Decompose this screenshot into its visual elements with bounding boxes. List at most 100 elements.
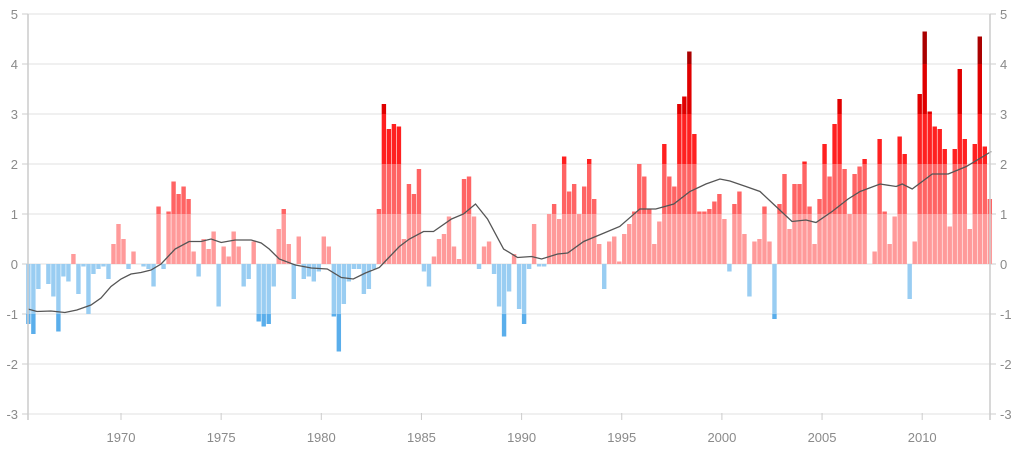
bar-segment: [426, 264, 432, 287]
bar: [91, 264, 96, 274]
bar-segment: [576, 214, 582, 264]
bar: [71, 254, 76, 264]
bar-segment: [962, 164, 967, 214]
bar-segment: [396, 164, 402, 214]
bar-segment: [506, 264, 512, 292]
bar-segment: [932, 214, 937, 264]
bar: [266, 264, 271, 324]
bar: [391, 124, 397, 264]
bar: [747, 264, 752, 297]
bar-segment: [381, 214, 387, 264]
bar: [697, 211, 702, 264]
bar-segment: [431, 256, 437, 264]
bar-segment: [151, 264, 156, 287]
bar-segment: [842, 169, 847, 214]
bar-segment: [116, 224, 121, 264]
y-tick-label: 3: [1000, 107, 1007, 122]
bar-segment: [847, 214, 852, 264]
bar: [521, 264, 527, 324]
bar: [511, 254, 517, 264]
bar-segment: [406, 184, 412, 214]
bar: [597, 244, 602, 264]
bar-segment: [241, 264, 246, 287]
bar-segment: [216, 264, 221, 307]
bar: [236, 246, 241, 264]
bar: [411, 194, 417, 264]
bar: [101, 264, 106, 267]
bar-segment: [927, 164, 932, 214]
bar: [702, 211, 707, 264]
bar: [607, 241, 612, 264]
bar: [396, 126, 402, 264]
bar-segment: [702, 214, 707, 264]
bar-segment: [416, 169, 422, 214]
bar-segment: [937, 214, 942, 264]
bar-segment: [531, 224, 537, 264]
bar-segment: [772, 264, 777, 314]
bar: [857, 166, 862, 264]
bar-segment: [281, 209, 286, 214]
bar: [797, 184, 802, 264]
bar: [982, 146, 987, 264]
bar: [617, 261, 622, 264]
bar: [481, 246, 487, 264]
bar-segment: [546, 214, 552, 264]
y-tick-label: 5: [11, 7, 18, 22]
bar: [211, 231, 216, 264]
bar-segment: [952, 214, 957, 264]
bar-segment: [972, 164, 977, 214]
bar: [622, 234, 627, 264]
bar-segment: [561, 164, 567, 214]
bar: [131, 251, 136, 264]
y-axis-right-ticks: -3 -2 -1 0 1 2 3 4 5: [1000, 7, 1012, 422]
bar: [156, 206, 161, 264]
bar-segment: [301, 264, 306, 279]
bar-segment: [737, 214, 742, 264]
bar-segment: [922, 31, 927, 64]
bar: [311, 264, 316, 282]
bar-segment: [396, 214, 402, 264]
bar-segment: [551, 204, 557, 214]
bar-segment: [592, 214, 597, 264]
bar: [602, 264, 607, 289]
bar: [371, 264, 377, 269]
bar: [962, 139, 967, 264]
bar-segment: [952, 164, 957, 214]
bar: [586, 159, 592, 264]
bar-segment: [907, 264, 912, 299]
bar-segment: [256, 314, 261, 322]
bar-segment: [707, 214, 712, 264]
bar-segment: [536, 264, 542, 267]
bar: [96, 264, 101, 269]
bar: [802, 161, 807, 264]
bar: [556, 219, 562, 264]
bar-segment: [832, 164, 837, 214]
bar-segment: [251, 241, 256, 264]
bar-segment: [61, 264, 66, 277]
bar-segment: [291, 264, 296, 299]
bar: [536, 264, 542, 267]
bar: [366, 264, 372, 289]
bar-segment: [271, 264, 276, 287]
bar: [852, 174, 857, 264]
bar-segment: [586, 164, 592, 214]
bar: [742, 234, 747, 264]
bar: [847, 214, 852, 264]
bar-segment: [31, 314, 36, 334]
bar: [692, 134, 697, 264]
bar-segment: [231, 231, 236, 264]
bar-segment: [687, 114, 692, 164]
bar-segment: [541, 264, 547, 267]
bar-segment: [326, 246, 332, 264]
bar-segment: [376, 209, 382, 214]
bar-segment: [732, 204, 737, 214]
bar-segment: [802, 214, 807, 264]
bar: [581, 186, 587, 264]
bar-segment: [381, 164, 387, 214]
bar-segment: [131, 251, 136, 264]
bar-segment: [797, 214, 802, 264]
bar-segment: [386, 214, 392, 264]
bar: [506, 264, 512, 292]
bar-segment: [912, 241, 917, 264]
bar-segment: [672, 186, 677, 214]
